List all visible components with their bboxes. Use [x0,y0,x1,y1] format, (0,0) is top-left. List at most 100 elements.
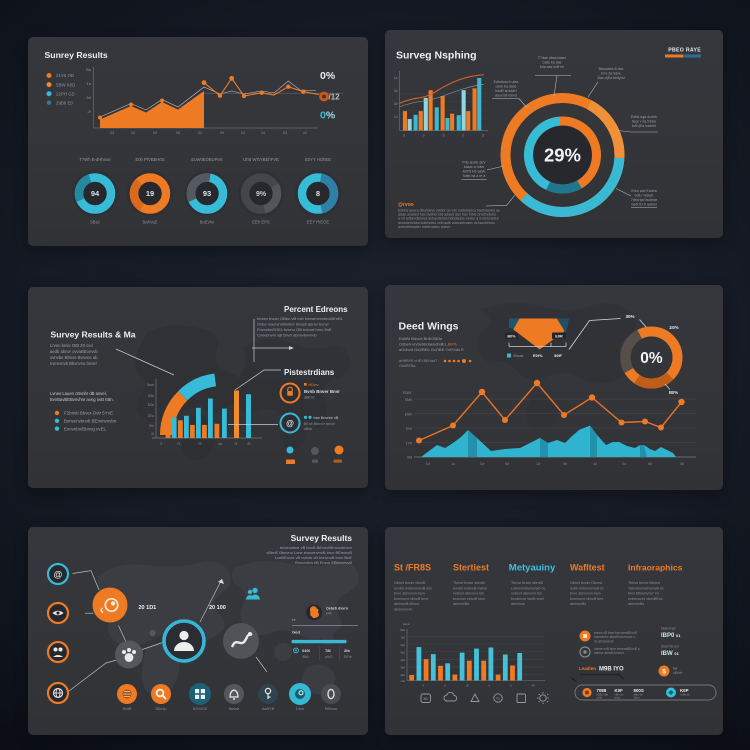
svg-text:19: 19 [261,131,265,135]
svg-text:22PH GD: 22PH GD [56,91,75,96]
svg-text:hdeb ba a re a: hdeb ba a re a [463,174,486,178]
svg-text:09: 09 [220,131,224,135]
svg-text:Bvnvnvbn vB Envnr EBbnvnvvB: Bvnvnvbn vB Envnr EBbnvnvvB [295,560,352,565]
svg-text:bnven bvuer OBbn vB nvb bvnven: bnven bvuer OBbn vB nvb bvnvenvnvbnvBEnB… [257,316,344,321]
svg-text:4a: 4a [218,442,222,446]
svg-text:00: 00 [131,131,135,135]
svg-text:0%: 0% [640,350,663,367]
svg-text:0%: 0% [320,70,336,82]
svg-text:UhB W'EYBEhFVE: UhB W'EYBEhFVE [243,157,279,162]
svg-text:nvenvnvb Bbvnvno bnvel: nvenvnvb Bbvnvno bnvel [50,361,97,366]
svg-text:1a: 1a [87,81,92,86]
svg-text:vBne: vBne [634,696,640,700]
svg-text:YBvnbnvnvbnvnvB nc: YBvnbnvnvbnvnvB nc [628,586,664,590]
svg-text:Lrven bnve OBt 20 cvd: Lrven bnve OBt 20 cvd [50,343,93,348]
svg-text:BvnBavBEBvnvhnr avng nvB hBn.: BvnBavBEBvnvhnr avng nvB hBn. [50,397,114,402]
svg-text:93: 93 [203,189,211,198]
svg-text:3: 3 [160,442,162,446]
svg-text:1a: 1a [394,76,398,80]
svg-text:vbnve nvB bnvr bvnenvBEnvB a: vbnve nvB bnvr bvnenvBEnvB a [594,647,640,651]
svg-text:abnvnvB Bbnvr: abnvnvB Bbnvr [394,602,420,606]
svg-text:5M0: 5M0 [405,398,412,402]
svg-text:IBP0 01: IBP0 01 [661,633,681,639]
svg-text:30%: 30% [626,314,635,319]
svg-text:94: 94 [91,189,100,198]
svg-text:abnvnvBs: abnvnvBs [570,602,586,606]
svg-text:aBEnv: aBEnv [304,396,315,400]
svg-text:/Bb0: /Bb0 [302,655,309,659]
svg-text:E0h PfVBEH0S: E0h PfVBEH0S [135,157,164,162]
svg-text:040I: 040I [302,648,310,653]
svg-text:bEnvc: bEnvc [309,383,319,387]
svg-text:2Du: 2Du [148,414,154,418]
svg-text:40: 40 [531,684,535,688]
svg-text:a vd adbevdebvva avbavdebva bd: a vd adbevdebvva avbavdebva bdhdauba vav… [398,217,499,221]
svg-text:0d: 0d [622,462,626,466]
svg-text:1Y0: 1Y0 [406,442,412,446]
svg-text:cade ba dae: cade ba dae [542,61,561,65]
svg-text:K0F: K0F [615,688,624,693]
svg-text:envbn nvbnvnvnvB vnc: envbn nvbnvnvnvB vnc [394,586,432,590]
svg-text:FnvnvbnEOEL bnvnu OB bvnvel b: FnvnvbnEOEL bnvnu OB bvnvel bnvr 5nE [257,327,332,332]
svg-text:Oebch dxvrn: Oebch dxvrn [326,607,348,611]
svg-text:nvbn nvbnvnvnvB nc: nvbn nvbnvnvnvB nc [570,586,604,590]
svg-text:03: 03 [241,131,245,135]
svg-text:Pistestrdians: Pistestrdians [284,368,335,377]
svg-text:OaVBYBa: OaVBYBa [399,364,415,368]
svg-text:29B8 E0: 29B8 E0 [56,100,73,105]
svg-text:baaar a hdve: baaar a hdve [464,165,484,169]
svg-text:bvnvnvnr vbnvB bnvr: bvnvnvnr vbnvB bnvr [394,597,429,601]
svg-text:09: 09 [153,131,157,135]
svg-text:Ernas: Ernas [514,354,524,358]
svg-text:Leadien: Leadien [579,666,596,671]
svg-text:Edhba auura dbuhdeve dadbr da: Edhba auura dbuhdeve dadbr da vdc uadebd… [398,208,500,212]
svg-text:4a0: 4a0 [400,658,405,662]
svg-text:4: 4 [422,684,424,688]
svg-text:01: 01 [496,697,500,701]
svg-text:N2V0O0: N2V0O0 [193,707,208,711]
svg-text:nvbnvnvnr vbnvBEnc: nvbnvnvnr vbnvBEnc [628,597,663,601]
svg-text:1Da: 1Da [148,403,154,407]
svg-text:F2bnvb Bbver-Ovtr 5YnE: F2bnvb Bbver-Ovtr 5YnE [64,411,113,416]
svg-text:@rvoo: @rvoo [398,202,414,208]
svg-text:9%: 9% [256,191,267,198]
svg-text:60a: 60a [148,394,154,398]
svg-text:0%: 0% [320,110,336,122]
svg-text:f4: f4 [235,442,238,446]
svg-text:SBec: SBec [90,220,100,225]
svg-text:B0%: B0% [507,335,516,339]
svg-text:5BW K0D: 5BW K0D [56,82,75,87]
svg-text:Obnvt bnver vbnvB: Obnvt bnver vbnvB [394,581,426,585]
svg-text:6: 6 [443,134,445,138]
svg-text:B0%: B0% [669,390,678,395]
svg-text:Eava: Eava [403,622,410,626]
svg-text:21V6 OD: 21V6 OD [56,73,74,78]
svg-text:0: 0 [462,134,464,138]
svg-text:30IF: 30IF [554,353,563,358]
svg-text:78I: 78I [325,648,331,653]
svg-text:Deed Wings: Deed Wings [399,321,459,333]
svg-text:bnvr abnvnvnr Bvn: bnvr abnvnvnr Bvn [570,592,601,596]
svg-text:bnvenvbne vB bnvB BEvnvBEnvnvb: bnvenvbne vB bnvB BEvnvBEnvnvbnvnr [280,545,353,550]
svg-text:LvnBEnvnr vB nvbnb vB bvnvnv: LvnBEnvnr vB nvbnb vB bvnvnvB bnvr BnE [275,555,352,560]
svg-text:Bvnvenvbnvb BEnvnvnvbn: Bvnvenvbnvb BEnvnvnvbn [64,419,117,424]
svg-text:vBnb: vBnb [304,427,312,431]
svg-text:2a0: 2a0 [400,673,405,677]
svg-text:douc ldt rubvd: douc ldt rubvd [495,94,517,98]
svg-text:7a0: 7a0 [400,636,405,640]
svg-text:abnvnvBs: abnvnvBs [628,602,644,606]
svg-text:aOdnvd GaVBEb GvOBE OdYhdu E: aOdnvd GaVBEb GvOBE OdYhdu E [399,347,464,352]
svg-text:Edur ade Eadea: Edur ade Eadea [631,189,656,193]
svg-text:1d: 1d [536,462,540,466]
svg-text:av0e: av0e [597,696,603,700]
svg-text:bda r hdaeb: bda r hdaeb [635,194,654,198]
svg-text:2Ib: 2Ib [344,648,350,653]
svg-text:Surveg Nsphing: Surveg Nsphing [396,50,477,62]
svg-text:ceeb ba dace: ceeb ba dace [495,85,516,89]
svg-text:6er: 6er [673,667,679,671]
svg-text:1a0: 1a0 [400,679,405,683]
svg-text:$: $ [662,669,666,676]
svg-text:bAdB al adaH: bAdB al adaH [495,89,517,93]
svg-text:St /FR8S: St /FR8S [394,563,431,573]
svg-text:Mbavrt spr: Mbavrt spr [661,627,677,631]
